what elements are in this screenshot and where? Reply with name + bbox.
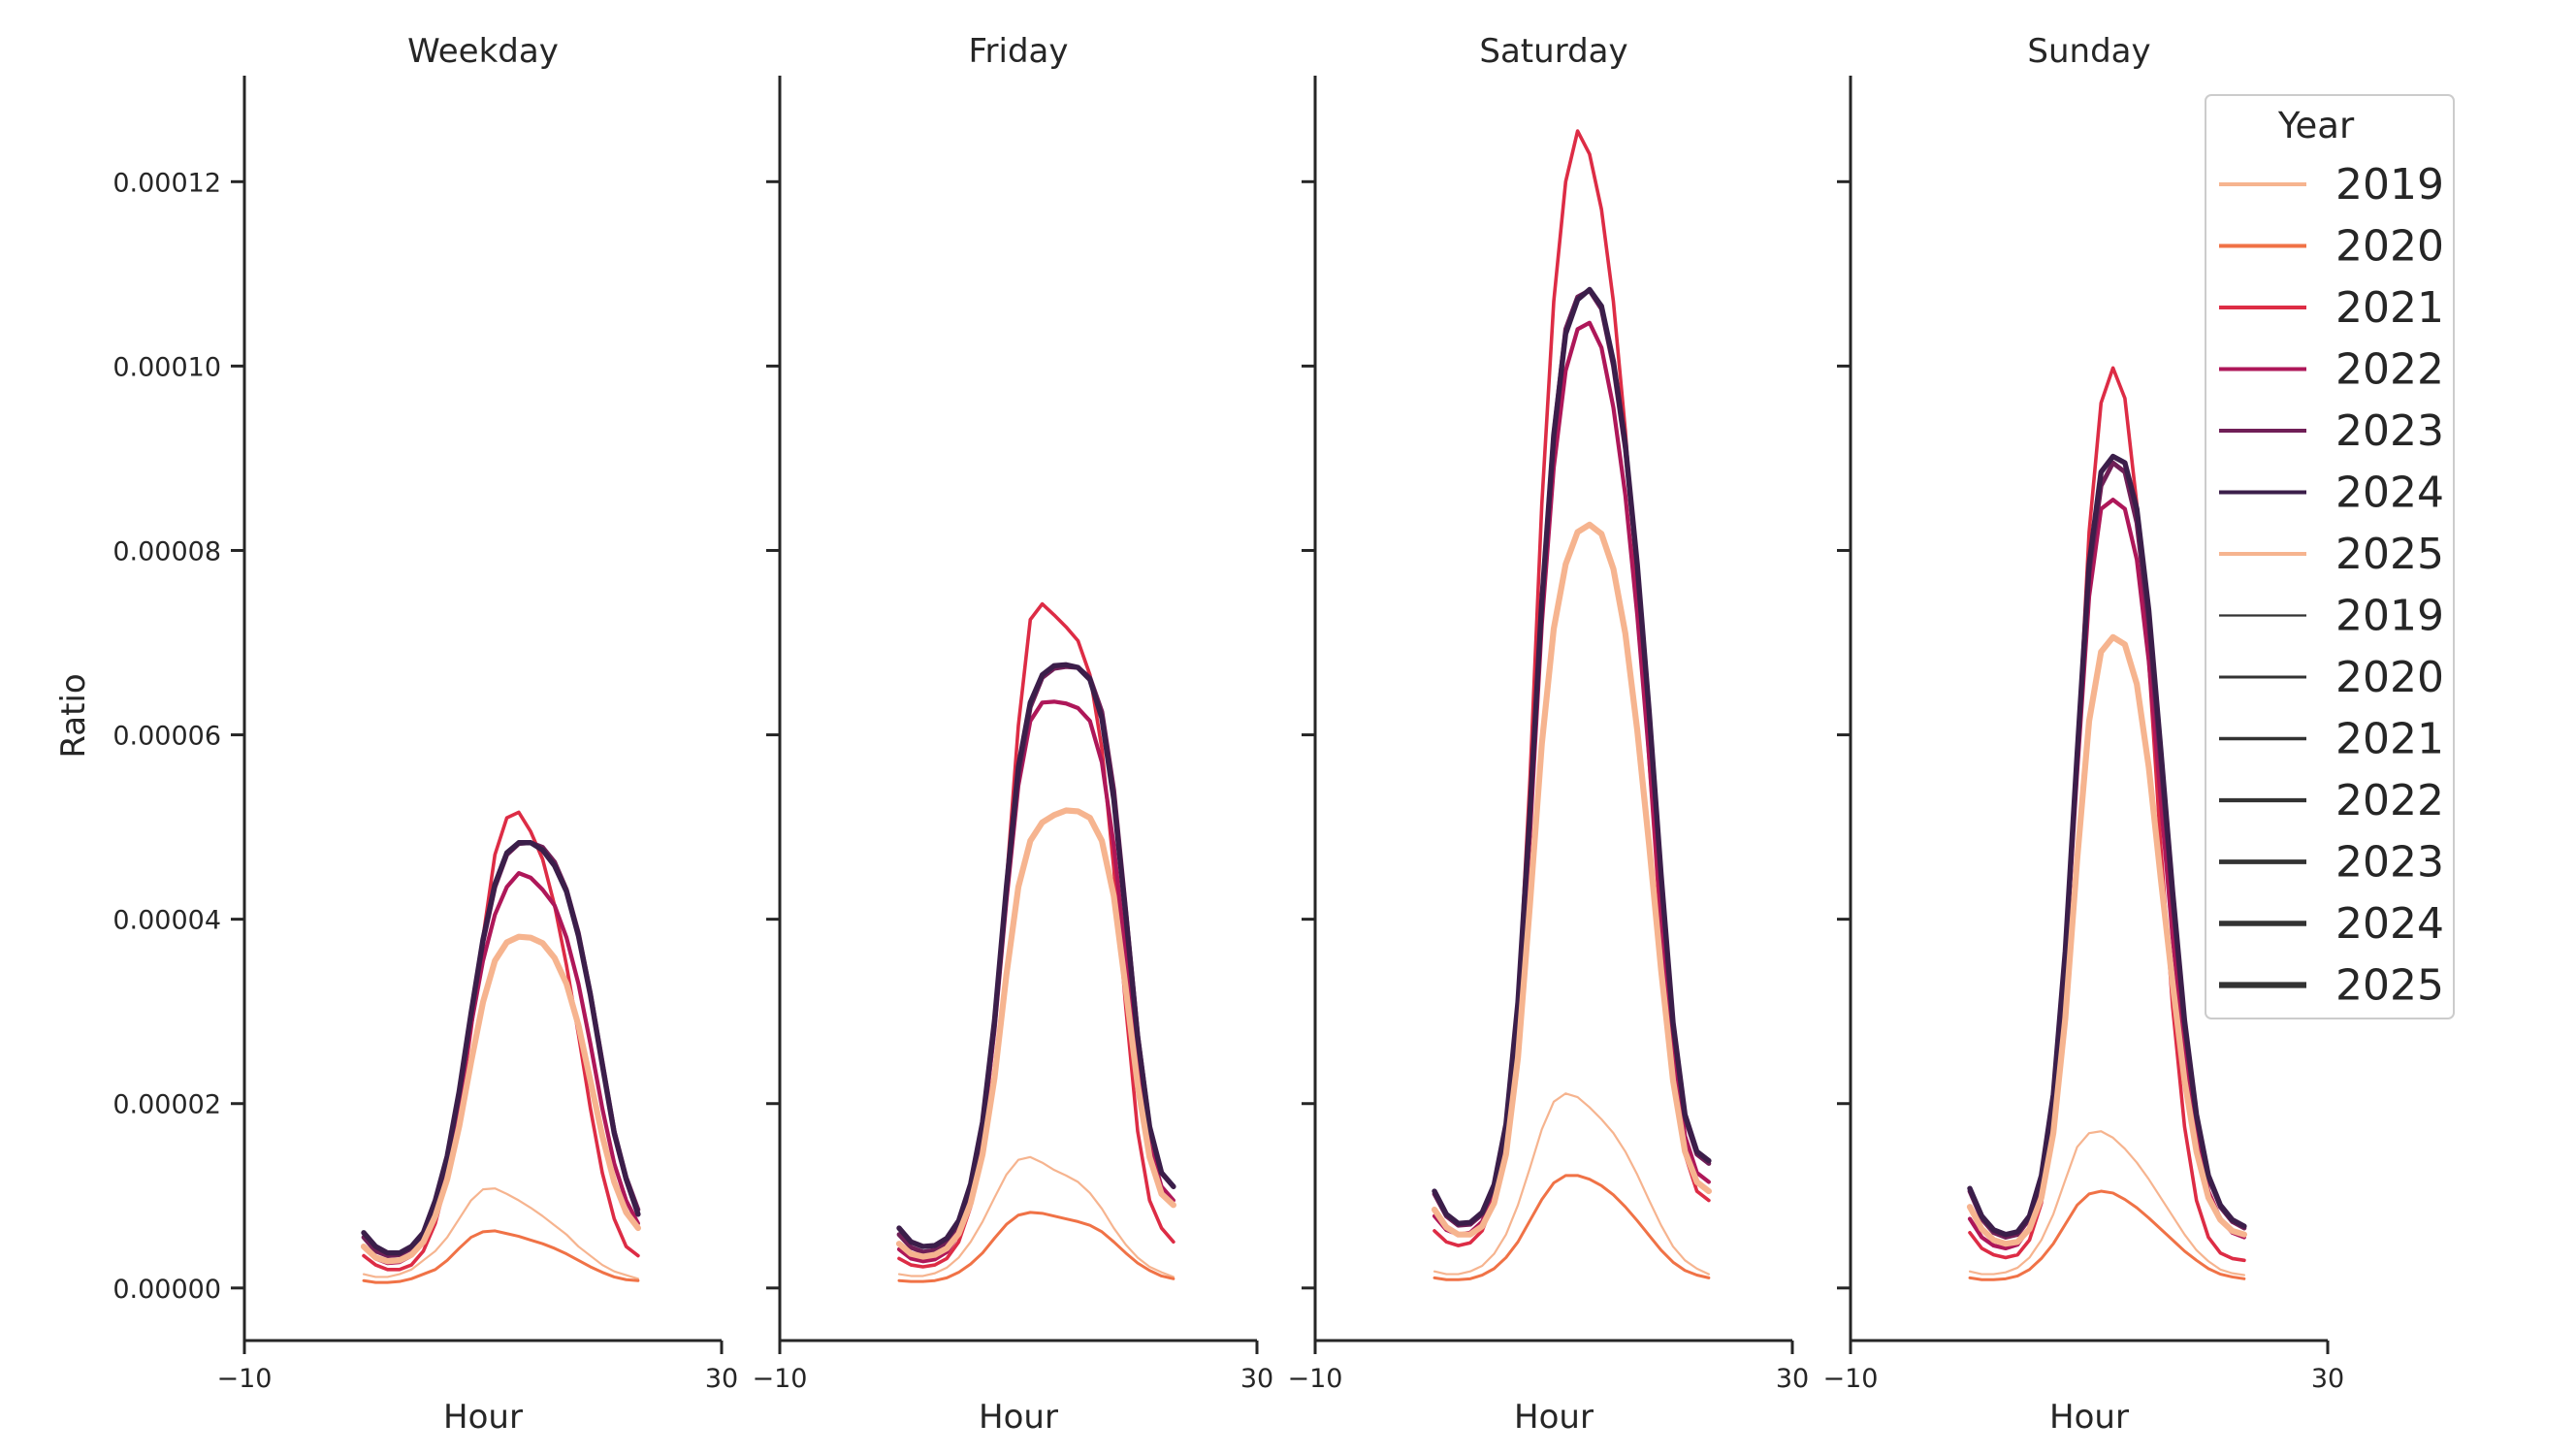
legend-label: 2020 xyxy=(2335,222,2444,272)
legend-frame xyxy=(2205,94,2455,1019)
x-axis-label: Hour xyxy=(443,1398,523,1437)
facet-sunday: Sunday −10 30 Hour xyxy=(1823,32,2345,1437)
facet-title: Weekday xyxy=(407,32,559,71)
series-line-2024 xyxy=(1432,286,1712,1226)
y-tick-label: 0.00004 xyxy=(113,906,221,936)
x-tick-label: 30 xyxy=(1776,1364,1809,1394)
series-line-2025 xyxy=(360,933,642,1265)
legend-label: 2025 xyxy=(2335,530,2444,579)
legend-label: 2022 xyxy=(2335,345,2444,395)
series-line-2022 xyxy=(1432,320,1712,1237)
series-line-2022 xyxy=(896,699,1176,1264)
series-line-2019 xyxy=(1968,1130,2245,1277)
x-tick-label: 30 xyxy=(2311,1364,2344,1394)
y-tick-label: 0.00000 xyxy=(113,1275,221,1305)
series-line-2020 xyxy=(1433,1174,1711,1281)
legend-title: Year xyxy=(2277,105,2355,146)
facets: Weekday 0.00000 0.00002 0.00004 0.00006 0.000… xyxy=(113,32,2344,1437)
series-line-2020 xyxy=(362,1229,640,1284)
series-line-2025 xyxy=(1966,633,2247,1247)
series-line-2019 xyxy=(897,1155,1175,1278)
facet-title: Friday xyxy=(968,32,1068,71)
series-line-2020 xyxy=(897,1211,1175,1283)
x-tick-label: 30 xyxy=(705,1364,738,1394)
series-line-2025 xyxy=(1431,521,1713,1238)
series-line-2024 xyxy=(896,662,1176,1249)
y-tick-label: 0.00010 xyxy=(113,352,221,382)
legend-label: 2019 xyxy=(2335,160,2444,210)
y-axis-label: Ratio xyxy=(54,673,93,758)
facet-weekday: Weekday 0.00000 0.00002 0.00004 0.00006 0.000… xyxy=(113,32,738,1437)
x-axis-label: Hour xyxy=(1514,1398,1594,1437)
x-axis-label: Hour xyxy=(979,1398,1058,1437)
x-tick-label: −10 xyxy=(753,1364,808,1394)
x-tick-label: 30 xyxy=(1240,1364,1273,1394)
legend-label: 2021 xyxy=(2335,715,2444,764)
legend-label: 2023 xyxy=(2335,406,2444,456)
x-tick-label: −10 xyxy=(1823,1364,1879,1394)
legend-label: 2020 xyxy=(2335,653,2444,702)
legend-label: 2021 xyxy=(2335,283,2444,333)
legend-label: 2024 xyxy=(2335,469,2444,518)
x-tick-label: −10 xyxy=(1288,1364,1343,1394)
legend-label: 2023 xyxy=(2335,838,2444,888)
facet-title: Sunday xyxy=(2027,32,2150,71)
legend-label: 2024 xyxy=(2335,899,2444,949)
y-tick-label: 0.00012 xyxy=(113,168,221,198)
series-line-2024 xyxy=(361,840,641,1256)
series-line-2019 xyxy=(1433,1092,1711,1276)
legend-label: 2022 xyxy=(2335,776,2444,825)
facet-saturday: Saturday −10 30 Hour xyxy=(1288,32,1810,1437)
series-line-2025 xyxy=(895,807,1177,1260)
y-tick-label: 0.00006 xyxy=(113,722,221,752)
legend: Year 2019 2020 2021 2022 2023 2024 2025 2019 2020… xyxy=(2205,94,2455,1019)
x-tick-label: −10 xyxy=(217,1364,273,1394)
series-line-2022 xyxy=(1967,498,2246,1251)
x-axis-label: Hour xyxy=(2049,1398,2129,1437)
series-line-2021 xyxy=(1968,366,2246,1263)
series-line-2024 xyxy=(1967,453,2247,1238)
legend-label: 2019 xyxy=(2335,592,2444,641)
y-tick-label: 0.00002 xyxy=(113,1090,221,1120)
series-line-2020 xyxy=(1968,1189,2246,1281)
legend-label: 2025 xyxy=(2335,961,2444,1011)
facet-friday: Friday −10 30 Hour xyxy=(753,32,1274,1437)
facet-title: Saturday xyxy=(1479,32,1627,71)
y-tick-label: 0.00008 xyxy=(113,536,221,566)
series-line-2019 xyxy=(362,1187,640,1280)
series-line-2021 xyxy=(362,810,640,1272)
